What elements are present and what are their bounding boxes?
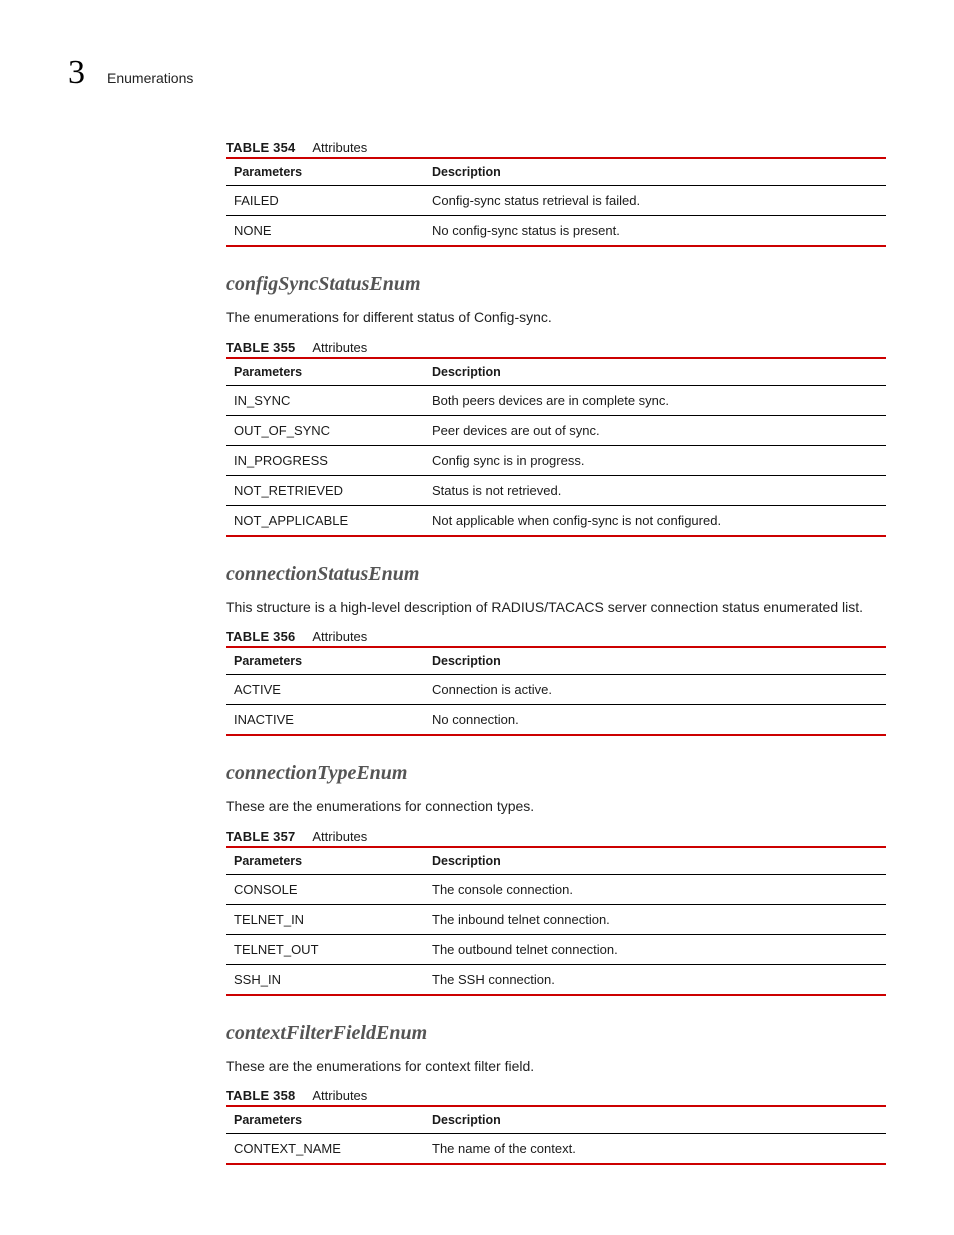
param-cell: CONSOLE bbox=[226, 874, 424, 904]
desc-cell: The SSH connection. bbox=[424, 964, 886, 995]
desc-cell: Connection is active. bbox=[424, 675, 886, 705]
desc-cell: Config-sync status retrieval is failed. bbox=[424, 186, 886, 216]
table-357-caption: TABLE 357 Attributes bbox=[226, 829, 886, 844]
table-row: FAILED Config-sync status retrieval is f… bbox=[226, 186, 886, 216]
desc-cell: The console connection. bbox=[424, 874, 886, 904]
page: 3 Enumerations TABLE 354 Attributes Para… bbox=[0, 0, 954, 1235]
section-contextfilter-title: contextFilterFieldEnum bbox=[226, 1022, 886, 1045]
chapter-title: Enumerations bbox=[107, 70, 193, 86]
desc-cell: No connection. bbox=[424, 705, 886, 736]
table-358-caption: TABLE 358 Attributes bbox=[226, 1088, 886, 1103]
table-354-caption: TABLE 354 Attributes bbox=[226, 140, 886, 155]
table-357-label: TABLE 357 bbox=[226, 829, 295, 844]
param-cell: IN_SYNC bbox=[226, 385, 424, 415]
content: TABLE 354 Attributes Parameters Descript… bbox=[226, 140, 886, 1165]
table-357-col-description: Description bbox=[424, 847, 886, 875]
param-cell: INACTIVE bbox=[226, 705, 424, 736]
table-358-label: TABLE 358 bbox=[226, 1088, 295, 1103]
table-354-col-description: Description bbox=[424, 158, 886, 186]
param-cell: NOT_RETRIEVED bbox=[226, 475, 424, 505]
desc-cell: The name of the context. bbox=[424, 1134, 886, 1165]
table-358: Parameters Description CONTEXT_NAME The … bbox=[226, 1105, 886, 1165]
table-356: Parameters Description ACTIVE Connection… bbox=[226, 646, 886, 736]
table-row: NOT_RETRIEVED Status is not retrieved. bbox=[226, 475, 886, 505]
param-cell: ACTIVE bbox=[226, 675, 424, 705]
table-354-caption-text: Attributes bbox=[312, 140, 367, 155]
section-contextfilter-desc: These are the enumerations for context f… bbox=[226, 1057, 886, 1077]
table-358-col-description: Description bbox=[424, 1106, 886, 1134]
table-355-col-parameters: Parameters bbox=[226, 358, 424, 386]
table-354: Parameters Description FAILED Config-syn… bbox=[226, 157, 886, 247]
param-cell: FAILED bbox=[226, 186, 424, 216]
table-row: TELNET_IN The inbound telnet connection. bbox=[226, 904, 886, 934]
desc-cell: The outbound telnet connection. bbox=[424, 934, 886, 964]
param-cell: IN_PROGRESS bbox=[226, 445, 424, 475]
table-358-col-parameters: Parameters bbox=[226, 1106, 424, 1134]
table-356-col-parameters: Parameters bbox=[226, 647, 424, 675]
desc-cell: Peer devices are out of sync. bbox=[424, 415, 886, 445]
param-cell: NOT_APPLICABLE bbox=[226, 505, 424, 536]
table-row: INACTIVE No connection. bbox=[226, 705, 886, 736]
desc-cell: Both peers devices are in complete sync. bbox=[424, 385, 886, 415]
table-row: CONTEXT_NAME The name of the context. bbox=[226, 1134, 886, 1165]
table-356-caption: TABLE 356 Attributes bbox=[226, 629, 886, 644]
section-connectionstatus-desc: This structure is a high-level descripti… bbox=[226, 598, 886, 618]
param-cell: OUT_OF_SYNC bbox=[226, 415, 424, 445]
table-357: Parameters Description CONSOLE The conso… bbox=[226, 846, 886, 996]
chapter-number: 3 bbox=[68, 56, 85, 90]
table-row: CONSOLE The console connection. bbox=[226, 874, 886, 904]
section-connectiontype-desc: These are the enumerations for connectio… bbox=[226, 797, 886, 817]
section-configsyncstatus-title: configSyncStatusEnum bbox=[226, 273, 886, 296]
section-connectionstatus-title: connectionStatusEnum bbox=[226, 563, 886, 586]
desc-cell: Config sync is in progress. bbox=[424, 445, 886, 475]
table-354-label: TABLE 354 bbox=[226, 140, 295, 155]
table-355: Parameters Description IN_SYNC Both peer… bbox=[226, 357, 886, 537]
table-354-col-parameters: Parameters bbox=[226, 158, 424, 186]
param-cell: NONE bbox=[226, 216, 424, 247]
param-cell: SSH_IN bbox=[226, 964, 424, 995]
table-row: IN_SYNC Both peers devices are in comple… bbox=[226, 385, 886, 415]
table-357-col-parameters: Parameters bbox=[226, 847, 424, 875]
table-row: IN_PROGRESS Config sync is in progress. bbox=[226, 445, 886, 475]
table-row: NONE No config-sync status is present. bbox=[226, 216, 886, 247]
table-row: OUT_OF_SYNC Peer devices are out of sync… bbox=[226, 415, 886, 445]
table-355-col-description: Description bbox=[424, 358, 886, 386]
desc-cell: Not applicable when config-sync is not c… bbox=[424, 505, 886, 536]
table-355-label: TABLE 355 bbox=[226, 340, 295, 355]
table-row: NOT_APPLICABLE Not applicable when confi… bbox=[226, 505, 886, 536]
table-355-caption: TABLE 355 Attributes bbox=[226, 340, 886, 355]
param-cell: TELNET_IN bbox=[226, 904, 424, 934]
table-355-caption-text: Attributes bbox=[312, 340, 367, 355]
table-358-caption-text: Attributes bbox=[312, 1088, 367, 1103]
section-configsyncstatus-desc: The enumerations for different status of… bbox=[226, 308, 886, 328]
desc-cell: Status is not retrieved. bbox=[424, 475, 886, 505]
desc-cell: No config-sync status is present. bbox=[424, 216, 886, 247]
table-row: ACTIVE Connection is active. bbox=[226, 675, 886, 705]
param-cell: TELNET_OUT bbox=[226, 934, 424, 964]
table-row: TELNET_OUT The outbound telnet connectio… bbox=[226, 934, 886, 964]
table-row: SSH_IN The SSH connection. bbox=[226, 964, 886, 995]
table-356-caption-text: Attributes bbox=[312, 629, 367, 644]
desc-cell: The inbound telnet connection. bbox=[424, 904, 886, 934]
table-357-caption-text: Attributes bbox=[312, 829, 367, 844]
page-header: 3 Enumerations bbox=[68, 56, 886, 90]
param-cell: CONTEXT_NAME bbox=[226, 1134, 424, 1165]
section-connectiontype-title: connectionTypeEnum bbox=[226, 762, 886, 785]
table-356-col-description: Description bbox=[424, 647, 886, 675]
table-356-label: TABLE 356 bbox=[226, 629, 295, 644]
